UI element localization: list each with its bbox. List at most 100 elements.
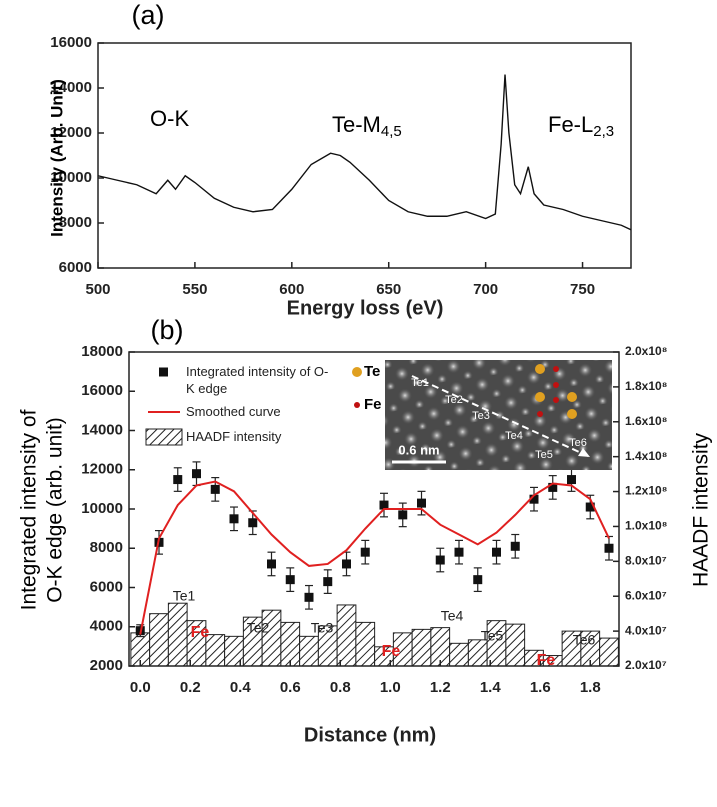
inset-atom	[553, 366, 559, 372]
haadf-bar	[467, 639, 488, 666]
scatter-point	[379, 500, 389, 510]
legend-entry: Smoothed curve	[186, 404, 281, 419]
inset-legend-dot	[354, 402, 360, 408]
y-tick-label: 10000	[81, 500, 123, 517]
scatter-point	[585, 502, 595, 512]
y-axis-label: Integrated intensity of	[18, 409, 41, 610]
y2-axis-label: HAADF intensity	[690, 432, 713, 587]
y-tick-label: 12000	[81, 461, 123, 478]
annotation: Te2	[247, 620, 270, 636]
plot-area	[130, 461, 619, 666]
spectrum-line	[97, 74, 632, 231]
scatter-point	[229, 514, 239, 524]
y2-tick-label: 2.0x10⁷	[625, 658, 667, 672]
scatter-point	[473, 575, 483, 585]
legend-entry: HAADF intensity	[186, 429, 282, 444]
scatter-point	[285, 575, 295, 585]
scatter-point	[342, 559, 351, 569]
x-tick-label: 0.6	[280, 679, 301, 696]
y-tick-label: 8000	[90, 539, 123, 556]
haadf-bar	[411, 628, 432, 666]
inset-atom	[567, 392, 577, 402]
y2-tick-label: 1.0x10⁸	[625, 519, 667, 533]
scatter-point	[267, 559, 276, 569]
scatter-point	[510, 541, 520, 551]
y2-tick-label: 1.8x10⁸	[625, 379, 667, 393]
x-tick-label: 0.2	[180, 679, 201, 696]
inset-atom	[567, 409, 577, 419]
scatter-point	[398, 510, 408, 520]
annotation-subscript: 4,5	[381, 123, 402, 140]
annotation: O-K	[150, 106, 189, 131]
x-tick-label: 500	[85, 281, 110, 298]
annotation: Te1	[173, 588, 196, 604]
y-tick-label: 14000	[81, 421, 123, 438]
y2-tick-label: 2.0x10⁸	[625, 344, 667, 358]
scatter-point	[604, 543, 614, 553]
inset-legend-label: Fe	[364, 396, 382, 413]
inset-atom	[553, 397, 559, 403]
y2-tick-label: 1.4x10⁸	[625, 449, 667, 463]
inset-atom	[553, 382, 559, 388]
x-axis-label: Energy loss (eV)	[287, 297, 444, 319]
haadf-bar	[355, 621, 376, 666]
scatter-point	[304, 592, 314, 602]
y2-tick-label: 1.6x10⁸	[625, 414, 667, 428]
legend-label: Integrated intensity of O-K edge	[186, 364, 329, 396]
y-tick-label: 2000	[90, 657, 123, 674]
scatter-point	[567, 475, 576, 485]
x-tick-label: 750	[570, 281, 595, 298]
y2-tick-label: 8.0x10⁷	[625, 554, 667, 568]
legend-label: Smoothed curve	[186, 404, 281, 419]
scatter-point	[323, 577, 333, 587]
scatter-point	[360, 547, 370, 557]
smoothed-line	[139, 480, 610, 635]
inset-legend-label: Te	[364, 363, 380, 380]
inset-atom	[535, 392, 545, 402]
haadf-bar	[280, 621, 301, 666]
inset-label: Te1	[411, 377, 429, 389]
x-tick-label: 0.8	[330, 679, 351, 696]
y-axis-label: O-K edge (arb. unit)	[44, 417, 67, 603]
y-tick-label: 12000	[50, 124, 92, 141]
x-tick-label: 1.0	[380, 679, 401, 696]
inset-label: Te2	[445, 394, 463, 406]
y-tick-label: 6000	[90, 578, 123, 595]
x-tick-label: 1.4	[480, 679, 502, 696]
annotation-text: Te-M	[332, 112, 381, 137]
legend-marker	[159, 367, 168, 377]
x-tick-label: 1.6	[530, 679, 551, 696]
panel-label: (b)	[151, 315, 184, 345]
haadf-bar	[149, 613, 169, 666]
scatter-point	[548, 482, 558, 492]
haadf-bar	[449, 642, 469, 666]
haadf-bar	[167, 602, 188, 666]
inset-legend-dot	[352, 367, 362, 377]
y-tick-label: 16000	[50, 34, 92, 51]
y-tick-label: 16000	[81, 382, 123, 399]
legend-label: HAADF intensity	[186, 429, 282, 444]
x-tick-label: 600	[279, 281, 304, 298]
x-tick-label: 550	[182, 281, 207, 298]
annotation-subscript: 2,3	[593, 123, 614, 140]
scale-bar-label: 0.6 nm	[398, 442, 439, 457]
y2-tick-label: 6.0x10⁷	[625, 588, 667, 602]
scatter-point	[210, 484, 220, 494]
annotation: Te6	[573, 632, 596, 648]
haadf-bar	[299, 635, 319, 666]
annotation: Fe	[537, 652, 556, 669]
y-tick-label: 8000	[59, 214, 92, 231]
y-tick-label: 10000	[50, 169, 92, 186]
scatter-point	[417, 498, 426, 508]
haadf-bar	[599, 637, 619, 666]
annotation-text: Fe-L	[548, 112, 593, 137]
annotation: Fe	[191, 624, 210, 641]
inset-label: Te6	[569, 437, 587, 449]
y-axis-label: Intensity (Arb. Unit)	[47, 79, 66, 237]
legend-swatch	[145, 428, 183, 446]
scatter-point	[435, 555, 445, 565]
x-tick-label: 700	[473, 281, 498, 298]
scatter-point	[454, 547, 464, 557]
